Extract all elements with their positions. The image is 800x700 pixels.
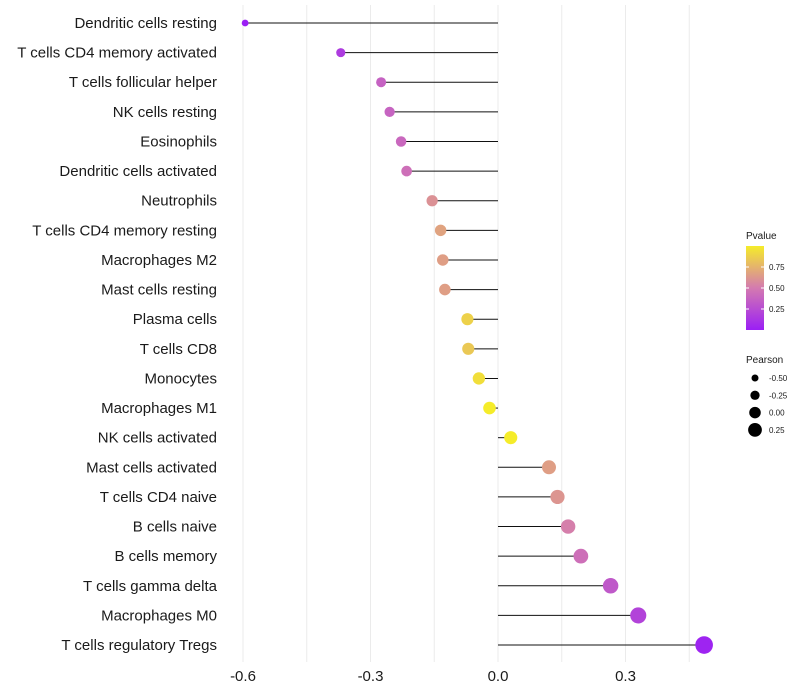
category-label: Neutrophils [141, 193, 217, 210]
legend-pearson-title: Pearson [746, 355, 783, 366]
lollipop-dot [437, 254, 449, 266]
x-axis-labels: -0.6 -0.3 0.0 0.3 [230, 668, 636, 685]
lollipop-dot [426, 195, 438, 207]
legend: Pvalue 0.75 0.50 0.25 Pearson -0.50 -0.25 0.… [746, 231, 788, 437]
legend-pearson-label: -0.50 [769, 374, 788, 383]
legend-pearson-label: 0.25 [769, 426, 785, 435]
lollipop-dot [560, 519, 576, 534]
lollipop-dot [461, 313, 474, 326]
category-label: Dendritic cells resting [74, 15, 217, 32]
category-label: B cells naive [133, 519, 217, 536]
legend-pearson-dot [748, 423, 762, 437]
category-label: Eosinophils [140, 133, 217, 150]
lollipop-dot [573, 548, 589, 564]
category-label: T cells CD8 [140, 341, 217, 358]
lollipop-dot [439, 283, 451, 296]
legend-pearson-label: 0.00 [769, 409, 785, 418]
lollipop-dot [462, 342, 475, 355]
lollipop-dot [376, 77, 387, 88]
legend-pearson-keys: -0.50 -0.25 0.00 0.25 [748, 374, 788, 437]
legend-pearson-dot [749, 406, 761, 419]
category-label: Dendritic cells activated [59, 163, 217, 180]
category-label: Plasma cells [133, 311, 217, 328]
x-tick-label: -0.3 [358, 668, 384, 685]
lollipop-dot [483, 401, 496, 415]
legend-pvalue-tick-label: 0.50 [769, 284, 785, 293]
category-label: T cells gamma delta [83, 578, 218, 595]
legend-pvalue-colorbar [746, 246, 764, 330]
category-label: Macrophages M0 [101, 607, 217, 624]
lollipop-dot [602, 578, 619, 594]
legend-pvalue-tick-label: 0.25 [769, 305, 785, 314]
category-label: NK cells resting [113, 104, 217, 121]
category-label: Mast cells resting [101, 282, 217, 299]
lollipop-dot [695, 636, 713, 654]
lollipop-dots [241, 19, 713, 654]
x-tick-label: -0.6 [230, 668, 256, 685]
category-label: Macrophages M2 [101, 252, 217, 269]
lollipop-dot [542, 460, 556, 475]
category-label: Monocytes [144, 370, 217, 387]
lollipop-dot [630, 607, 647, 624]
lollipop-dot [336, 48, 346, 58]
lollipop-dot [241, 19, 249, 27]
y-axis-labels: Dendritic cells resting T cells CD4 memor… [17, 15, 217, 654]
x-tick-label: 0.3 [615, 668, 636, 685]
lollipop-dot [550, 489, 565, 505]
category-label: Macrophages M1 [101, 400, 217, 417]
category-label: T cells CD4 memory activated [17, 45, 217, 62]
category-label: T cells CD4 naive [100, 489, 217, 506]
legend-pvalue-ticks: 0.75 0.50 0.25 [746, 263, 785, 314]
lollipop-dot [384, 106, 395, 117]
category-label: Mast cells activated [86, 459, 217, 476]
lollipop-dot [504, 431, 518, 445]
category-label: B cells memory [114, 548, 217, 565]
category-label: T cells regulatory Tregs [61, 637, 217, 654]
lollipop-dot [434, 224, 447, 237]
category-label: NK cells activated [98, 430, 217, 447]
x-tick-label: 0.0 [488, 668, 509, 685]
legend-pearson-label: -0.25 [769, 391, 788, 400]
category-label: T cells follicular helper [69, 74, 217, 91]
legend-pearson-dot [751, 374, 759, 382]
lollipop-dot [401, 165, 412, 177]
lollipop-dot [472, 372, 486, 385]
legend-pvalue-tick-label: 0.75 [769, 263, 785, 272]
grid-lines [242, 5, 690, 662]
lollipop-stems [245, 22, 705, 646]
lollipop-dot [395, 136, 407, 147]
legend-pearson-dot [750, 390, 760, 400]
legend-pvalue-title: Pvalue [746, 231, 777, 242]
category-label: T cells CD4 memory resting [32, 222, 217, 239]
